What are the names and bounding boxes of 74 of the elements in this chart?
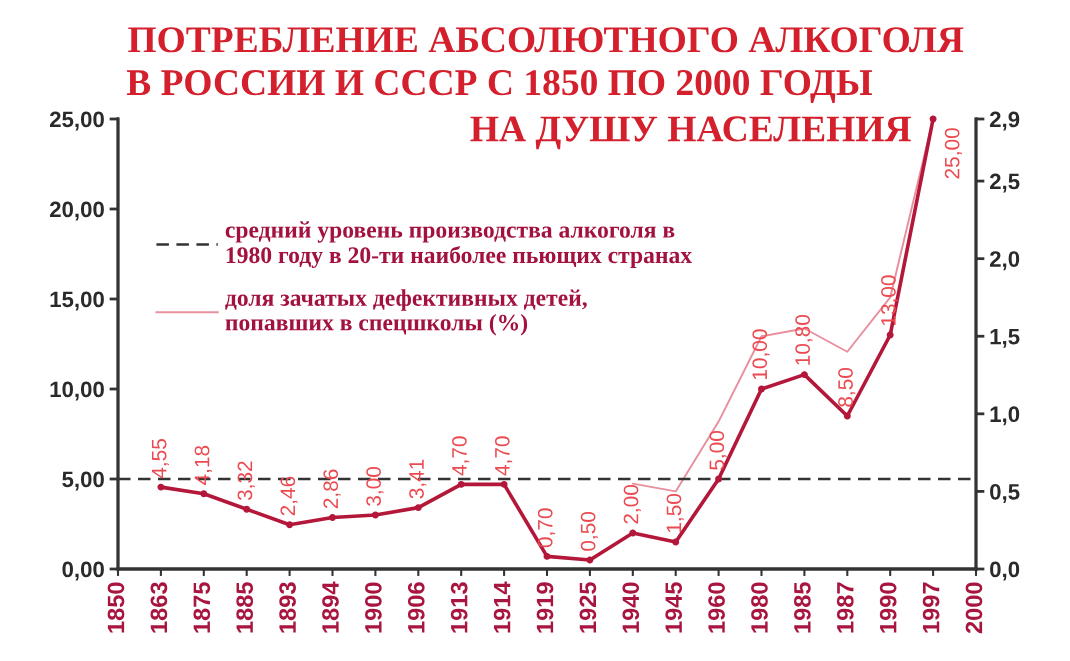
x-tick-label: 1850 — [107, 582, 125, 633]
data-label: 3,00 — [366, 466, 384, 506]
y2-tick-label: 0,0 — [990, 561, 1020, 581]
point — [457, 480, 465, 488]
y2-tick-label: 2,0 — [989, 251, 1020, 271]
x-tick-label: 1980 — [751, 582, 768, 633]
x-tick-label: 1913 — [450, 582, 468, 633]
y2-tick-label: 1,0 — [990, 406, 1020, 426]
point — [157, 483, 165, 491]
x-tick-label: 1863 — [150, 582, 168, 633]
x-tick-label: 1893 — [279, 582, 296, 633]
data-label: 4,70 — [452, 436, 470, 476]
legend-label: доля зачатых дефективных детей, попавших в спецшколы (%) — [225, 289, 587, 336]
data-label: 25,00 — [944, 128, 962, 179]
data-label: 4,55 — [151, 439, 169, 479]
x-tick-label: 1875 — [193, 582, 211, 633]
y-tick-label: 20,00 — [49, 201, 104, 221]
point — [200, 490, 208, 498]
data-label: 0,50 — [580, 511, 598, 551]
y-tick-label: 15,00 — [50, 291, 104, 311]
x-tick-label: 1919 — [536, 582, 554, 633]
data-label: 10,80 — [795, 314, 813, 365]
point — [800, 371, 808, 379]
y2-tick-label: 1,5 — [990, 329, 1020, 348]
point — [843, 412, 851, 420]
point — [329, 514, 336, 521]
x-tick-label: 1894 — [322, 581, 339, 633]
data-label: 5,00 — [709, 430, 727, 470]
data-label: 2,46 — [280, 476, 298, 516]
point — [929, 115, 937, 123]
point — [543, 552, 551, 560]
data-label: 3,32 — [237, 461, 255, 501]
data-label: 13,00 — [881, 275, 899, 326]
point — [500, 480, 508, 488]
x-tick-label: 1906 — [407, 582, 425, 633]
data-label: 4,70 — [494, 436, 513, 476]
x-tick-label: 1940 — [622, 582, 640, 633]
y2-tick-label: 0,5 — [990, 483, 1020, 503]
point — [243, 505, 251, 513]
point — [672, 538, 680, 546]
data-label: 1,50 — [666, 493, 684, 533]
point — [414, 504, 422, 512]
x-tick-label: 1914 — [493, 581, 511, 633]
data-label: 10,00 — [752, 329, 770, 380]
point — [371, 511, 379, 519]
x-tick-label: 1900 — [365, 582, 382, 633]
x-tick-label: 1990 — [879, 582, 897, 633]
x-tick-label: 1945 — [665, 582, 683, 633]
point — [629, 529, 637, 537]
x-tick-label: 1997 — [922, 582, 940, 633]
point — [886, 331, 894, 339]
point — [758, 385, 765, 393]
data-label: 3,41 — [409, 459, 427, 499]
data-label: 4,18 — [194, 445, 212, 485]
x-tick-label: 1985 — [794, 582, 811, 633]
point — [286, 521, 294, 529]
legend-label: средний уровень производства алкоголя в 1980 году в 20-ти наиболее пьющих странах — [225, 221, 693, 269]
x-tick-label: 1925 — [579, 582, 597, 633]
x-tick-label: 2000 — [965, 582, 983, 634]
data-label: 8,50 — [838, 367, 856, 407]
y-tick-label: 0,00 — [62, 561, 104, 581]
y2-tick-label: 2,5 — [989, 173, 1020, 193]
point — [586, 556, 594, 564]
x-tick-label: 1987 — [836, 582, 854, 633]
y-tick-label: 5,00 — [62, 471, 104, 491]
y-tick-label: 10,00 — [50, 381, 104, 401]
y-tick-label: 25,00 — [49, 111, 104, 131]
x-tick-label: 1960 — [708, 582, 725, 633]
data-label: 2,86 — [323, 469, 341, 509]
y2-tick-label: 2,9 — [989, 111, 1020, 131]
x-tick-label: 1885 — [236, 582, 254, 633]
data-label: 0,70 — [537, 508, 556, 548]
data-label: 2,00 — [623, 484, 641, 524]
point — [715, 475, 723, 483]
